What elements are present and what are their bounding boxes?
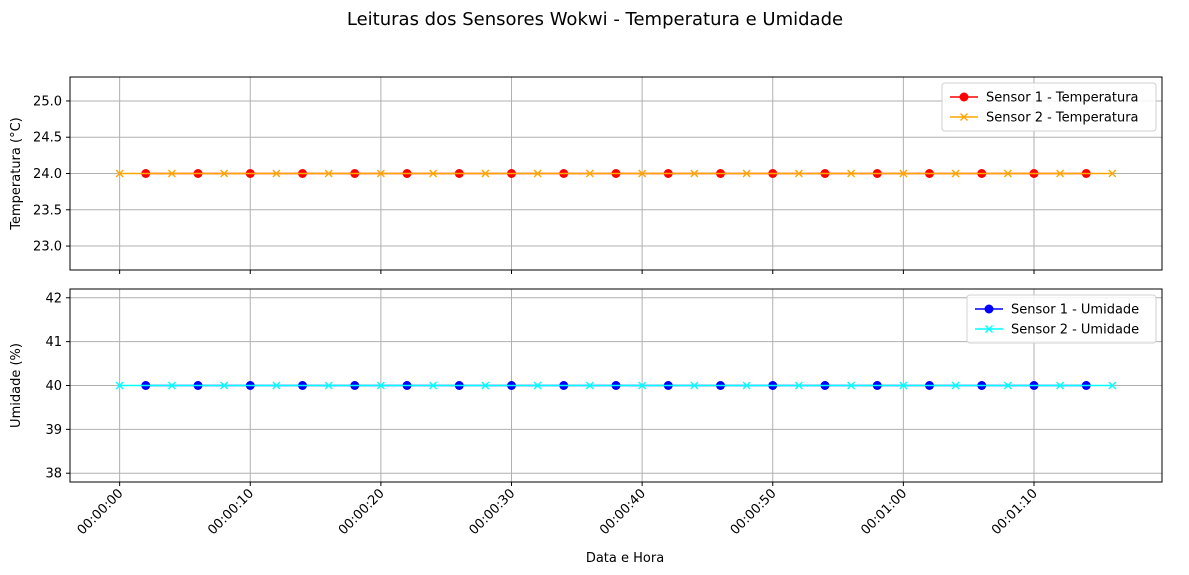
data-point	[638, 169, 647, 178]
x-tick-label: 00:00:00	[75, 486, 127, 538]
data-point	[115, 381, 124, 390]
data-point	[742, 381, 751, 390]
y-axis-label: Temperatura (°C)	[9, 117, 24, 230]
data-point	[1003, 169, 1012, 178]
data-point	[429, 169, 438, 178]
data-point	[1003, 381, 1012, 390]
legend-marker	[985, 325, 993, 333]
x-tick-label: 00:00:20	[336, 486, 388, 538]
data-point	[585, 381, 594, 390]
y-tick-label: 41	[45, 335, 62, 350]
data-point	[1108, 169, 1117, 178]
data-point	[847, 381, 856, 390]
data-point	[742, 169, 751, 178]
y-tick-label: 42	[45, 291, 62, 306]
data-point	[690, 381, 699, 390]
data-point	[951, 169, 960, 178]
legend-label: Sensor 1 - Temperatura	[986, 91, 1139, 106]
y-tick-label: 38	[45, 467, 62, 482]
legend-box	[941, 82, 1157, 132]
x-tick-label: 00:00:40	[597, 486, 649, 538]
subplot-1: 23.0 23.5 24.0 24.5 25.0 Temperatura (°C) Sens…	[9, 76, 1163, 274]
y-tick-label: 24.0	[33, 167, 62, 182]
legend-marker	[984, 304, 994, 314]
axes-frame	[69, 76, 1163, 271]
subplot-2: 38 39 40 41 42 00:00:00 00:00:10 00:00:20 00:00:…	[9, 288, 1163, 538]
x-tick-label: 00:00:50	[728, 486, 780, 538]
data-point	[533, 381, 542, 390]
legend-label: Sensor 1 - Umidade	[1011, 303, 1139, 318]
y-axis-label: Umidade (%)	[9, 343, 24, 428]
y-tick-label: 40	[45, 379, 62, 394]
y-tick-label: 39	[45, 423, 62, 438]
y-tick-label: 24.5	[33, 131, 62, 146]
legend-box	[966, 294, 1157, 344]
data-point	[1108, 381, 1117, 390]
data-point	[272, 381, 281, 390]
data-point	[167, 169, 176, 178]
data-point	[272, 169, 281, 178]
legend-marker	[959, 92, 969, 102]
data-point	[481, 381, 490, 390]
x-tick-label: 00:01:10	[989, 486, 1041, 538]
data-point	[220, 381, 229, 390]
data-point	[951, 381, 960, 390]
data-point	[690, 169, 699, 178]
data-point	[220, 169, 229, 178]
data-point	[585, 169, 594, 178]
data-point	[481, 169, 490, 178]
data-point	[115, 169, 124, 178]
x-tick-label: 00:00:30	[466, 486, 518, 538]
data-point	[1056, 169, 1065, 178]
series-2	[115, 169, 1117, 178]
data-point	[167, 381, 176, 390]
subplots: 23.0 23.5 24.0 24.5 25.0 Temperatura (°C) Sens…	[9, 76, 1163, 538]
data-point	[794, 381, 803, 390]
legend-label: Sensor 2 - Temperatura	[986, 111, 1139, 126]
data-point	[899, 381, 908, 390]
figure-title: Leituras dos Sensores Wokwi - Temperatur…	[347, 9, 843, 30]
data-point	[324, 169, 333, 178]
data-point	[899, 169, 908, 178]
data-point	[533, 169, 542, 178]
data-point	[324, 381, 333, 390]
y-tick-label: 23.0	[33, 240, 62, 255]
x-axis-label: Data e Hora	[586, 551, 664, 566]
y-tick-label: 23.5	[33, 203, 62, 218]
y-tick-label: 25.0	[33, 94, 62, 109]
legend-marker	[960, 113, 968, 121]
legend-label: Sensor 2 - Umidade	[1011, 323, 1139, 338]
data-point	[429, 381, 438, 390]
series-2	[115, 381, 1117, 390]
x-tick-label: 00:01:00	[858, 486, 910, 538]
data-point	[638, 381, 647, 390]
x-tick-label: 00:00:10	[205, 486, 257, 538]
data-point	[847, 169, 856, 178]
data-point	[794, 169, 803, 178]
data-point	[1056, 381, 1065, 390]
legend: Sensor 1 - Temperatura Sensor 2 - Tempera…	[941, 82, 1157, 132]
data-point	[376, 169, 385, 178]
axes-frame	[69, 288, 1163, 483]
legend: Sensor 1 - Umidade Sensor 2 - Umidade	[966, 294, 1157, 344]
data-point	[376, 381, 385, 390]
